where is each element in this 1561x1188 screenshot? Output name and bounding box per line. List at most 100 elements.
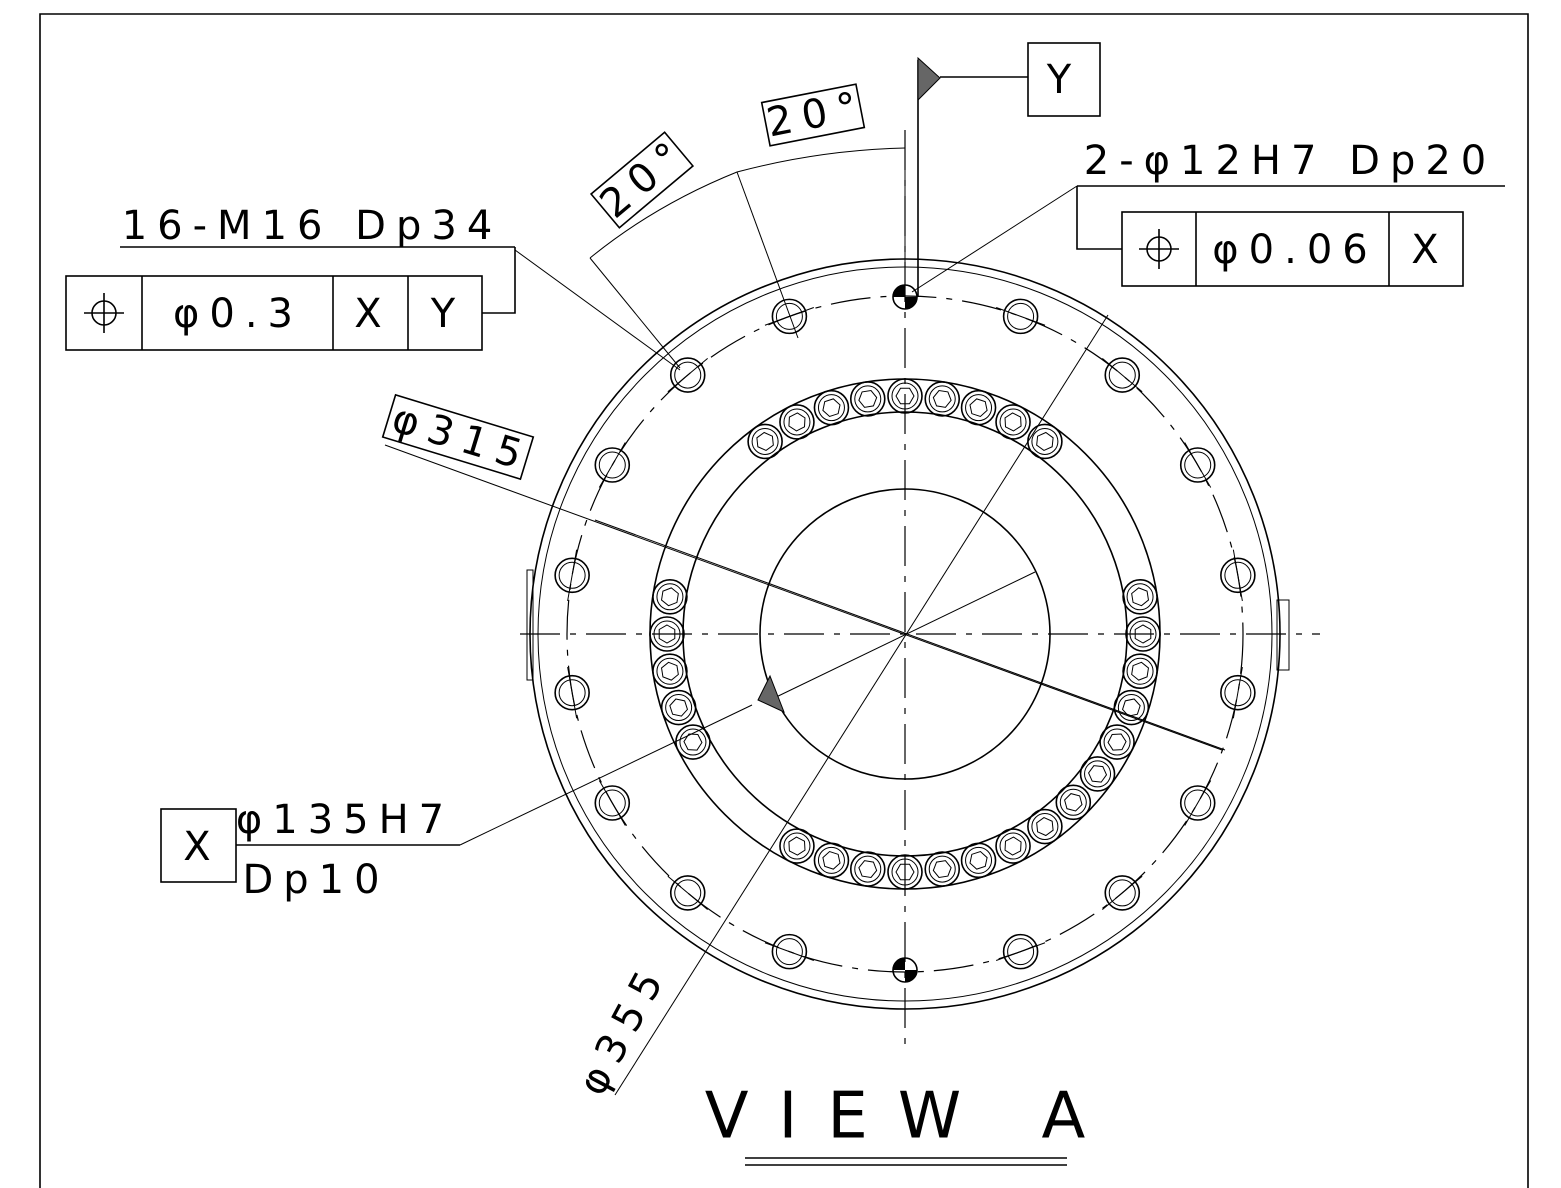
hole <box>748 424 782 458</box>
hole <box>1108 734 1126 750</box>
datum-ref: X <box>354 291 391 337</box>
hole <box>568 550 577 601</box>
hole <box>657 658 683 684</box>
flange-view <box>520 130 1320 1045</box>
datum-y: Y <box>918 43 1100 297</box>
hole <box>996 829 1030 863</box>
title: VIEW A <box>705 1080 1116 1154</box>
hole <box>657 584 683 610</box>
view-title: VIEW A <box>705 1080 1116 1165</box>
callout-pins: 2-φ12H7 Dp20 φ0.06 X <box>912 138 1505 292</box>
hole <box>966 847 992 873</box>
hole <box>780 405 814 439</box>
angle-label: 20° <box>763 82 871 146</box>
bore-depth: Dp10 <box>242 857 389 903</box>
hole <box>925 852 959 886</box>
hole <box>1127 584 1153 610</box>
hole <box>1123 580 1157 614</box>
hole <box>752 428 778 454</box>
hole <box>929 856 955 882</box>
hole <box>1123 654 1157 688</box>
hole <box>1032 814 1058 840</box>
hole <box>1032 428 1058 454</box>
hole <box>1081 757 1115 791</box>
hole <box>823 399 840 417</box>
hole <box>1037 818 1053 836</box>
bore-label: φ135H7 <box>236 797 454 843</box>
hole <box>662 662 679 680</box>
hole <box>818 395 844 421</box>
hole <box>1060 789 1086 815</box>
hole <box>1102 358 1142 391</box>
hole <box>568 667 577 718</box>
hole <box>1102 876 1142 909</box>
hole <box>789 413 805 431</box>
hole <box>823 852 840 870</box>
hole <box>966 395 992 421</box>
hole <box>653 580 687 614</box>
hole <box>925 382 959 416</box>
hole <box>668 876 708 909</box>
hole <box>670 699 688 716</box>
hole <box>666 695 692 721</box>
hole <box>814 391 848 425</box>
angle-dims: 20° 20° <box>590 82 905 368</box>
hole <box>970 399 987 417</box>
hole <box>1233 550 1242 601</box>
hole <box>1114 691 1148 725</box>
hole <box>780 829 814 863</box>
hole <box>962 843 996 877</box>
hole <box>851 382 885 416</box>
hole <box>1233 667 1242 718</box>
hole <box>851 852 885 886</box>
hole <box>814 843 848 877</box>
hole <box>757 433 773 451</box>
callout-holes: 16-M16 Dp34 φ0.3 X Y <box>66 203 680 370</box>
hole <box>653 654 687 688</box>
hole <box>929 386 955 412</box>
hole <box>662 588 679 606</box>
drawing: Y 16-M16 Dp34 φ0.3 X Y 2-φ12H7 Dp20 φ0.0… <box>0 0 1561 1188</box>
callout-label: 16-M16 Dp34 <box>122 203 503 249</box>
callout-label: 2-φ12H7 Dp20 <box>1084 138 1497 184</box>
hole <box>599 442 625 487</box>
hole <box>1056 785 1090 819</box>
hole <box>1085 761 1111 787</box>
hole <box>676 725 710 759</box>
hole <box>859 391 877 408</box>
hole <box>933 861 951 878</box>
datum-label: X <box>183 824 220 870</box>
hole <box>668 358 708 391</box>
hole <box>1185 442 1211 487</box>
hole <box>1127 658 1153 684</box>
hole <box>599 780 625 825</box>
hole <box>662 691 696 725</box>
hole <box>1132 662 1149 680</box>
datum-ref: Y <box>430 291 465 337</box>
hole <box>1037 433 1053 451</box>
hole <box>789 837 805 855</box>
hole <box>855 856 881 882</box>
hole <box>859 861 877 878</box>
hole <box>818 847 844 873</box>
hole <box>855 386 881 412</box>
hole <box>933 391 951 408</box>
hole <box>1132 588 1149 606</box>
tolerance: φ0.06 <box>1212 227 1377 273</box>
hole <box>1065 794 1082 811</box>
hole <box>970 852 987 870</box>
datum-label: Y <box>1046 57 1081 103</box>
hole <box>1005 413 1021 431</box>
datum-x: X φ135H7 Dp10 <box>161 676 784 903</box>
border <box>40 14 1528 1188</box>
tolerance: φ0.3 <box>173 291 303 337</box>
hole <box>1089 766 1107 782</box>
hole <box>1100 725 1134 759</box>
hole <box>1005 837 1021 855</box>
angle-label: 20° <box>592 127 699 227</box>
hole <box>962 391 996 425</box>
diameter-label: φ315 <box>387 395 537 481</box>
hole <box>1185 780 1211 825</box>
diameter-label: φ355 <box>569 955 677 1103</box>
datum-ref: X <box>1411 227 1448 273</box>
